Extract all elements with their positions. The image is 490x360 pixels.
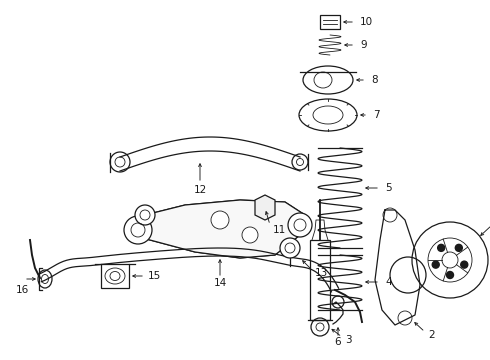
Bar xyxy=(320,15,340,29)
Bar xyxy=(101,264,129,288)
Circle shape xyxy=(211,211,229,229)
Text: 2: 2 xyxy=(428,330,435,340)
Text: 16: 16 xyxy=(15,285,28,295)
Text: 15: 15 xyxy=(148,271,161,281)
Circle shape xyxy=(432,261,439,268)
Circle shape xyxy=(455,244,463,251)
Circle shape xyxy=(242,227,258,243)
Text: 6: 6 xyxy=(335,337,342,347)
Text: 3: 3 xyxy=(345,335,352,345)
Polygon shape xyxy=(255,195,275,220)
Text: 12: 12 xyxy=(194,185,207,195)
Polygon shape xyxy=(130,200,305,258)
Text: 8: 8 xyxy=(371,75,378,85)
Text: 14: 14 xyxy=(213,278,227,288)
Text: 13: 13 xyxy=(315,268,328,278)
Circle shape xyxy=(461,261,468,268)
Text: 7: 7 xyxy=(373,110,380,120)
Text: 4: 4 xyxy=(385,277,392,287)
Text: 9: 9 xyxy=(360,40,367,50)
Circle shape xyxy=(135,205,155,225)
Circle shape xyxy=(288,213,312,237)
Text: 10: 10 xyxy=(360,17,373,27)
Circle shape xyxy=(438,244,445,251)
Circle shape xyxy=(446,271,454,279)
Text: 11: 11 xyxy=(273,225,286,235)
Text: 5: 5 xyxy=(385,183,392,193)
Bar xyxy=(310,240,330,320)
Circle shape xyxy=(280,238,300,258)
Circle shape xyxy=(124,216,152,244)
